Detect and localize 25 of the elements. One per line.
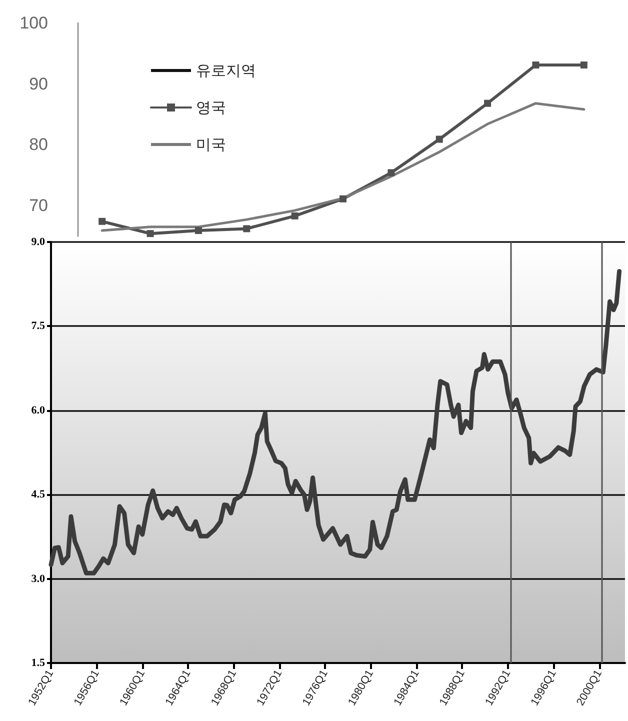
y-tick-label: 9.0 xyxy=(31,236,46,248)
point xyxy=(340,195,346,202)
point xyxy=(388,169,395,176)
legend-label: 유로지역 xyxy=(196,62,256,80)
y-tick-label: 80 xyxy=(29,135,48,154)
y-tick-label: 70 xyxy=(29,196,48,216)
point xyxy=(484,100,492,107)
y-tick-label: 4.5 xyxy=(31,488,46,501)
point xyxy=(291,212,298,220)
point xyxy=(436,136,443,143)
y-tick-label: 6.0 xyxy=(31,404,46,416)
point xyxy=(580,61,588,68)
point xyxy=(146,230,154,238)
y-tick-label: 7.5 xyxy=(31,320,46,332)
y-tick-label: 90 xyxy=(29,74,48,94)
point xyxy=(98,218,106,225)
point xyxy=(532,61,540,68)
y-tick-label: 100 xyxy=(20,14,48,32)
point xyxy=(194,227,202,234)
legend-label: 미국 xyxy=(196,136,226,154)
y-tick-label: 3.0 xyxy=(31,572,46,585)
line-series xyxy=(48,268,622,576)
legend-label: 영국 xyxy=(196,98,226,116)
point xyxy=(243,225,250,232)
y-tick-label: 1.5 xyxy=(31,657,46,669)
